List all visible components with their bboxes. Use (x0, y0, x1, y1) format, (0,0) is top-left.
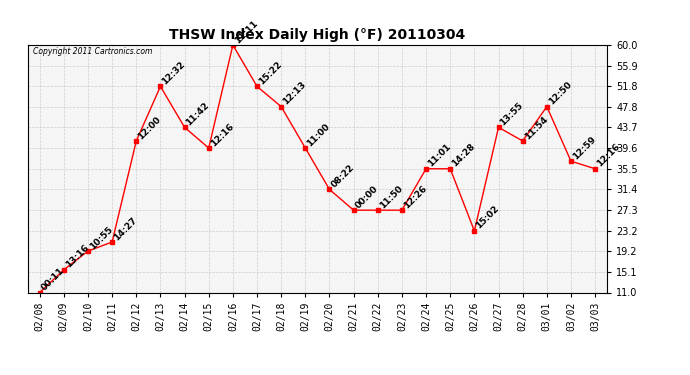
Text: 15:22: 15:22 (257, 60, 284, 86)
Text: 00:11: 00:11 (39, 266, 66, 292)
Text: 12:16: 12:16 (595, 142, 622, 169)
Text: 15:02: 15:02 (475, 204, 501, 231)
Text: Copyright 2011 Cartronics.com: Copyright 2011 Cartronics.com (33, 48, 152, 57)
Title: THSW Index Daily High (°F) 20110304: THSW Index Daily High (°F) 20110304 (169, 28, 466, 42)
Text: 11:01: 11:01 (426, 142, 453, 169)
Text: 13:16: 13:16 (63, 243, 90, 270)
Text: 11:00: 11:00 (305, 122, 332, 148)
Text: 11:42: 11:42 (184, 100, 211, 128)
Text: 10:55: 10:55 (88, 225, 115, 251)
Text: 14:28: 14:28 (450, 142, 477, 169)
Text: 12:32: 12:32 (160, 60, 187, 86)
Text: 12:13: 12:13 (282, 80, 308, 106)
Text: 11:54: 11:54 (523, 114, 549, 141)
Text: 12:59: 12:59 (571, 135, 598, 161)
Text: 12:50: 12:50 (546, 80, 573, 106)
Text: 14:27: 14:27 (112, 215, 139, 242)
Text: 11:11: 11:11 (233, 18, 259, 45)
Text: 12:26: 12:26 (402, 184, 428, 210)
Text: 08:22: 08:22 (330, 163, 356, 189)
Text: 11:50: 11:50 (378, 184, 404, 210)
Text: 00:00: 00:00 (353, 184, 380, 210)
Text: 13:55: 13:55 (498, 101, 525, 128)
Text: 12:16: 12:16 (208, 122, 235, 148)
Text: 12:00: 12:00 (136, 114, 163, 141)
